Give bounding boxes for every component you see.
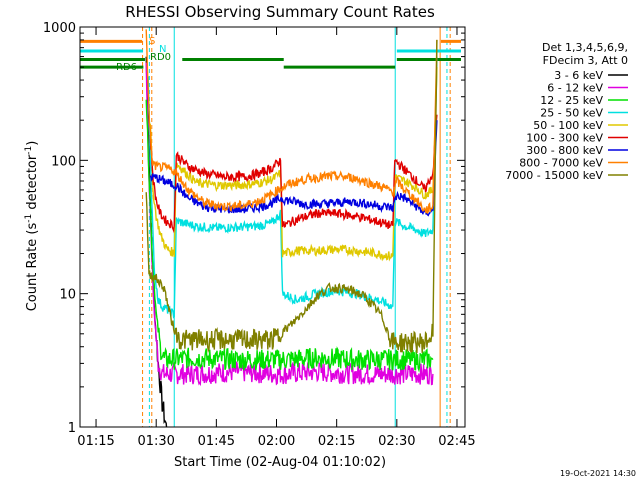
- y-label-sup-1: -1: [24, 214, 34, 223]
- y-tick-label-2: 100: [51, 154, 76, 169]
- x-tick-label-4: 02:15: [318, 434, 355, 449]
- y-axis-label: Count Rate (s-1 detector-1): [24, 141, 40, 312]
- legend-label-7: 800 - 7000 keV: [519, 157, 603, 170]
- annotation-rd6: RD6: [116, 62, 137, 73]
- x-tick-label-2: 01:45: [198, 434, 235, 449]
- annotation-s: S: [149, 36, 155, 47]
- x-axis-label: Start Time (02-Aug-04 01:10:02): [174, 455, 386, 470]
- legend-label-3: 25 - 50 keV: [540, 107, 603, 120]
- series-line-5: [149, 114, 438, 234]
- x-tick-label-3: 02:00: [258, 434, 295, 449]
- legend-label-1: 6 - 12 keV: [547, 82, 603, 95]
- y-tick-label-3: 1000: [43, 21, 76, 36]
- chart-title: RHESSI Observing Summary Count Rates: [125, 3, 435, 21]
- series-line-6: [149, 120, 438, 217]
- y-label-part-1: Count Rate (s: [25, 223, 40, 312]
- legend: Det 1,3,4,5,6,9, FDecim 3, Att 0 3 - 6 k…: [505, 41, 628, 182]
- x-tick-label-5: 02:30: [378, 434, 415, 449]
- generation-timestamp: 19-Oct-2021 14:30: [560, 469, 636, 478]
- legend-label-6: 300 - 800 keV: [526, 144, 603, 157]
- legend-label-0: 3 - 6 keV: [554, 69, 603, 82]
- x-tick-label-0: 01:15: [77, 434, 114, 449]
- legend-label-2: 12 - 25 keV: [540, 94, 603, 107]
- y-label-sup-2: -1: [24, 146, 34, 155]
- series-line-1: [145, 62, 434, 387]
- annotation-rd0: RD0: [150, 52, 171, 63]
- y-tick-label-1: 10: [59, 288, 76, 303]
- series-line-2: [145, 99, 434, 373]
- plot-frame: [79, 26, 466, 428]
- legend-header-line-1: Det 1,3,4,5,6,9,: [542, 41, 628, 54]
- series-line-8: [145, 39, 438, 354]
- series-line-3: [147, 56, 438, 319]
- y-tick-label-0: 1: [68, 421, 76, 436]
- y-label-part-3: ): [25, 141, 40, 146]
- x-tick-label-6: 02:45: [438, 434, 475, 449]
- legend-header-line-2: FDecim 3, Att 0: [543, 54, 628, 67]
- x-tick-label-1: 01:30: [137, 434, 174, 449]
- series-line-7: [145, 29, 438, 215]
- legend-label-8: 7000 - 15000 keV: [505, 169, 603, 182]
- legend-label-5: 100 - 300 keV: [526, 132, 603, 145]
- annotation-n: N: [159, 44, 166, 55]
- series-line-4: [149, 67, 438, 262]
- y-label-part-2: detector: [25, 154, 40, 214]
- legend-label-4: 50 - 100 keV: [533, 119, 603, 132]
